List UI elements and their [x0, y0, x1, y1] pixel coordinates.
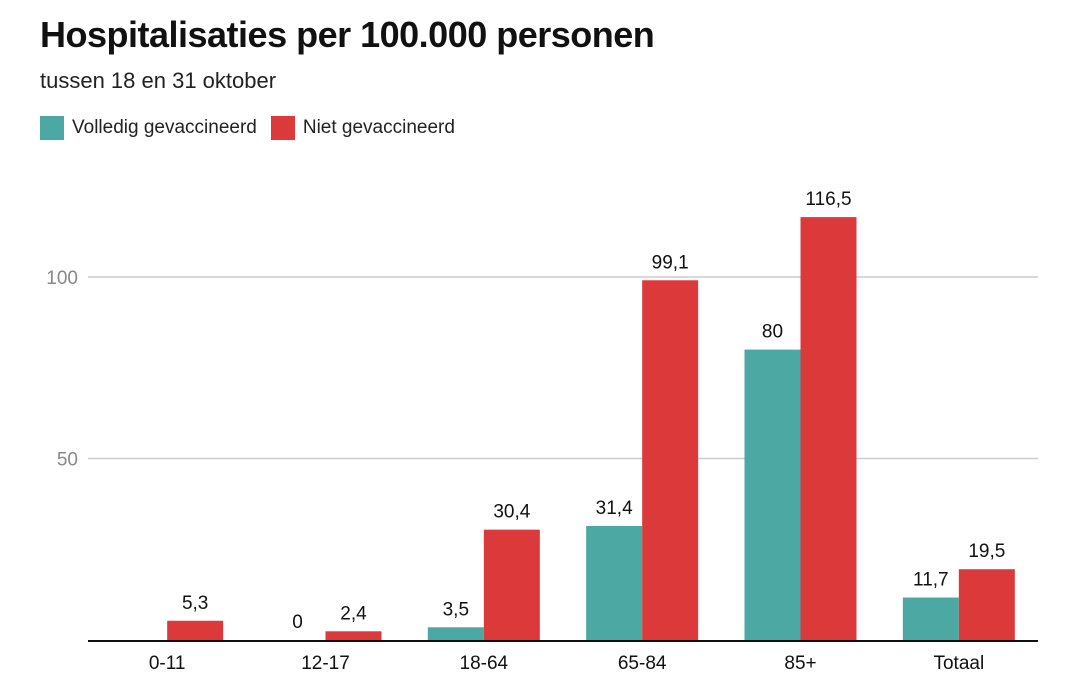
legend-label-vaccinated: Volledig gevaccineerd [72, 117, 257, 138]
data-label-vaccinated-12-17: 0 [292, 612, 303, 633]
x-tick-label-12-17: 12-17 [301, 653, 350, 674]
legend: Volledig gevaccineerd Niet gevaccineerd [40, 116, 469, 140]
bar-vaccinated-18-64 [427, 627, 484, 640]
data-label-unvaccinated-18-64: 30,4 [493, 502, 530, 523]
bar-unvaccinated-12-17 [325, 631, 382, 640]
bar-unvaccinated-85+ [800, 217, 857, 641]
legend-item-unvaccinated: Niet gevaccineerd [270, 116, 455, 140]
legend-swatch-unvaccinated [270, 116, 295, 140]
x-tick-label-65-84: 65-84 [618, 653, 667, 674]
y-tick-label-100: 100 [46, 268, 78, 289]
legend-label-unvaccinated: Niet gevaccineerd [302, 117, 455, 138]
bar-unvaccinated-Totaal [958, 569, 1015, 640]
x-tick-label-Totaal: Totaal [933, 653, 984, 674]
bar-unvaccinated-65-84 [642, 280, 699, 640]
data-label-unvaccinated-65-84: 99,1 [652, 252, 689, 273]
x-tick-label-18-64: 18-64 [460, 653, 509, 674]
bar-vaccinated-85+ [744, 349, 801, 640]
chart-title: Hospitalisaties per 100.000 personen [40, 14, 655, 55]
data-label-vaccinated-85+: 80 [762, 322, 783, 343]
data-label-unvaccinated-0-11: 5,3 [182, 593, 208, 614]
data-label-vaccinated-18-64: 3,5 [443, 599, 469, 620]
data-label-vaccinated-65-84: 31,4 [596, 498, 633, 519]
data-label-unvaccinated-Totaal: 19,5 [968, 541, 1005, 562]
bar-vaccinated-65-84 [586, 526, 643, 640]
data-label-unvaccinated-12-17: 2,4 [340, 603, 367, 624]
x-tick-label-0-11: 0-11 [149, 653, 186, 674]
bar-vaccinated-Totaal [902, 597, 959, 640]
bar-unvaccinated-0-11 [167, 620, 224, 640]
legend-swatch-vaccinated [40, 116, 64, 140]
x-tick-label-85+: 85+ [784, 653, 816, 674]
data-label-vaccinated-Totaal: 11,7 [913, 570, 949, 591]
y-tick-label-50: 50 [57, 450, 78, 471]
bar-unvaccinated-18-64 [483, 529, 540, 640]
chart-subtitle: tussen 18 en 31 oktober [40, 68, 277, 93]
legend-item-vaccinated: Volledig gevaccineerd [40, 116, 257, 140]
data-label-unvaccinated-85+: 116,5 [805, 189, 851, 210]
